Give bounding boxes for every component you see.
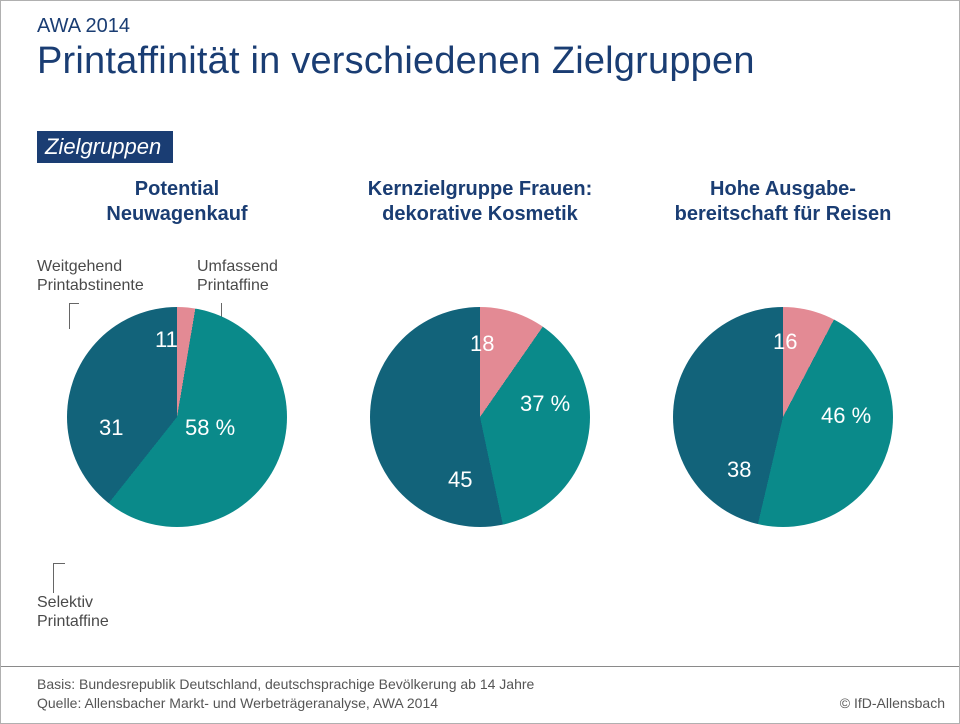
slice-label-selektiv: 45 xyxy=(448,467,472,493)
slice-label-umfassend: 58 % xyxy=(185,415,235,441)
footer-basis: Basis: Bundesrepublik Deutschland, deuts… xyxy=(37,675,534,694)
footer-quelle: Quelle: Allensbacher Markt- und Werbeträ… xyxy=(37,694,534,713)
charts-row: 11 58 % 31 18 37 % 45 16 46 % 38 xyxy=(37,307,923,527)
slice-label-weitgehend: 18 xyxy=(470,331,494,357)
col-header-2: Kernzielgruppe Frauen:dekorative Kosmeti… xyxy=(340,177,620,227)
pie-chart-1: 11 58 % 31 xyxy=(67,307,287,527)
col-header-3: Hohe Ausgabe-bereitschaft für Reisen xyxy=(643,177,923,227)
column-headers: PotentialNeuwagenkauf Kernzielgruppe Fra… xyxy=(37,177,923,227)
slice-label-weitgehend: 11 xyxy=(155,327,178,353)
pie-chart-2: 18 37 % 45 xyxy=(370,307,590,527)
slice-label-umfassend: 37 % xyxy=(520,391,570,417)
slice-label-weitgehend: 16 xyxy=(773,329,797,355)
slice-label-selektiv: 38 xyxy=(727,457,751,483)
pie-chart-3: 16 46 % 38 xyxy=(673,307,893,527)
slice-label-selektiv: 31 xyxy=(99,415,123,441)
page-title: Printaffinität in verschiedenen Zielgrup… xyxy=(37,40,923,83)
col-header-1: PotentialNeuwagenkauf xyxy=(37,177,317,227)
header-tag: AWA 2014 xyxy=(37,1,923,38)
footer-left: Basis: Bundesrepublik Deutschland, deuts… xyxy=(37,675,534,713)
footer: Basis: Bundesrepublik Deutschland, deuts… xyxy=(1,666,959,723)
slice-label-umfassend: 46 % xyxy=(821,403,871,429)
legend-selektiv: SelektivPrintaffine xyxy=(37,593,109,631)
section-badge: Zielgruppen xyxy=(37,131,173,163)
footer-copyright: © IfD-Allensbach xyxy=(840,694,945,713)
slide: AWA 2014 Printaffinität in verschiedenen… xyxy=(0,0,960,724)
